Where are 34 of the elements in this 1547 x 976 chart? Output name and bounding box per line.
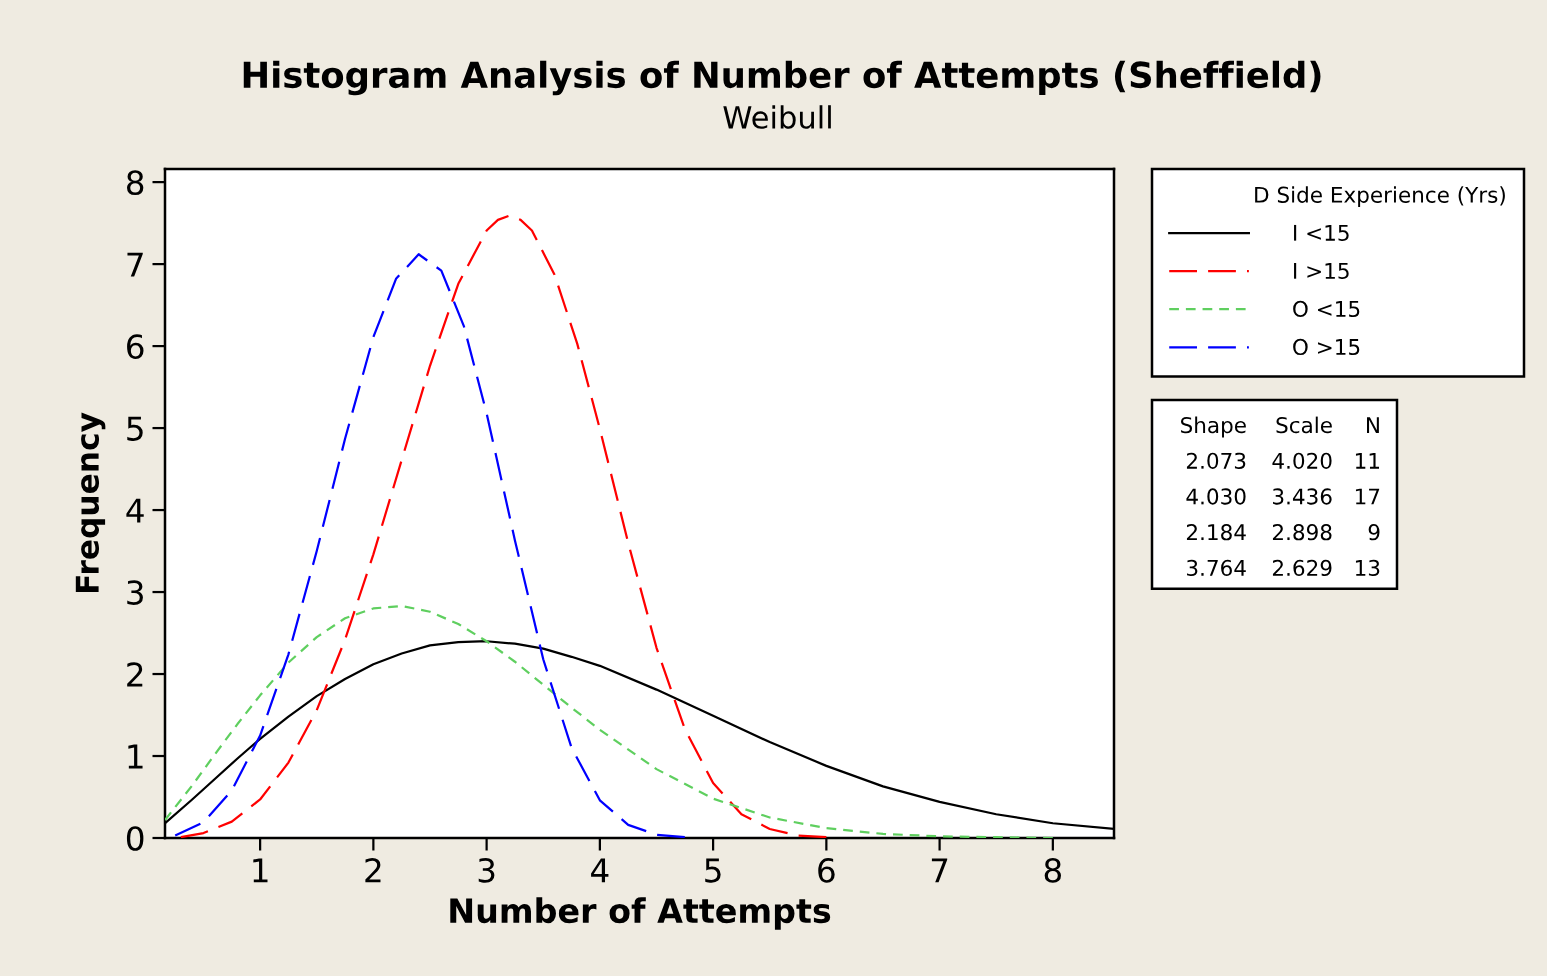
x-tick-label: 6: [818, 858, 835, 883]
y-axis-title: Frequency: [75, 412, 106, 593]
x-tick-label: 5: [705, 858, 721, 883]
y-tick-label: 7: [127, 252, 143, 277]
legend-label: O <15: [1293, 300, 1360, 318]
x-tick-label: 4: [591, 858, 609, 883]
x-tick-label: 3: [478, 858, 495, 883]
y-tick-label: 6: [127, 334, 144, 359]
y-tick-label: 1: [128, 744, 143, 769]
text: Shape Scale N: [1181, 416, 1379, 438]
text: 2.073 4.020 11: [1186, 452, 1380, 469]
y-tick-label: 4: [126, 498, 144, 523]
y-tick-label: 3: [127, 580, 143, 605]
chart-subtitle: Weibull: [723, 105, 831, 129]
x-tick-label: 2: [365, 858, 381, 883]
line-series: [165, 604, 1054, 838]
x-axis-title: Number of Attempts: [450, 897, 831, 930]
x-tick-label: 8: [1044, 858, 1061, 883]
y-tick-label: 2: [127, 662, 143, 687]
line-series: [174, 253, 686, 838]
chart-title: Histogram Analysis of Number of Attempts (Sheffield): [243, 60, 1321, 96]
text: 2.184 2.898 9: [1186, 524, 1380, 541]
legend-label: I <15: [1294, 224, 1349, 241]
line-series: [179, 214, 828, 838]
text: 4.030 3.436 17: [1186, 488, 1380, 505]
y-tick-label: 8: [127, 170, 144, 195]
y-tick-label: 0: [126, 826, 144, 851]
x-tick-label: 7: [931, 858, 948, 883]
x-tick-label: 1: [253, 858, 268, 883]
y-tick-label: 5: [127, 416, 143, 441]
legend-label: I >15: [1294, 263, 1349, 279]
text: 3.764 2.629 13: [1187, 559, 1380, 577]
legend-title: D Side Experience (Yrs): [1255, 186, 1505, 208]
legend-label: O >15: [1293, 338, 1360, 356]
